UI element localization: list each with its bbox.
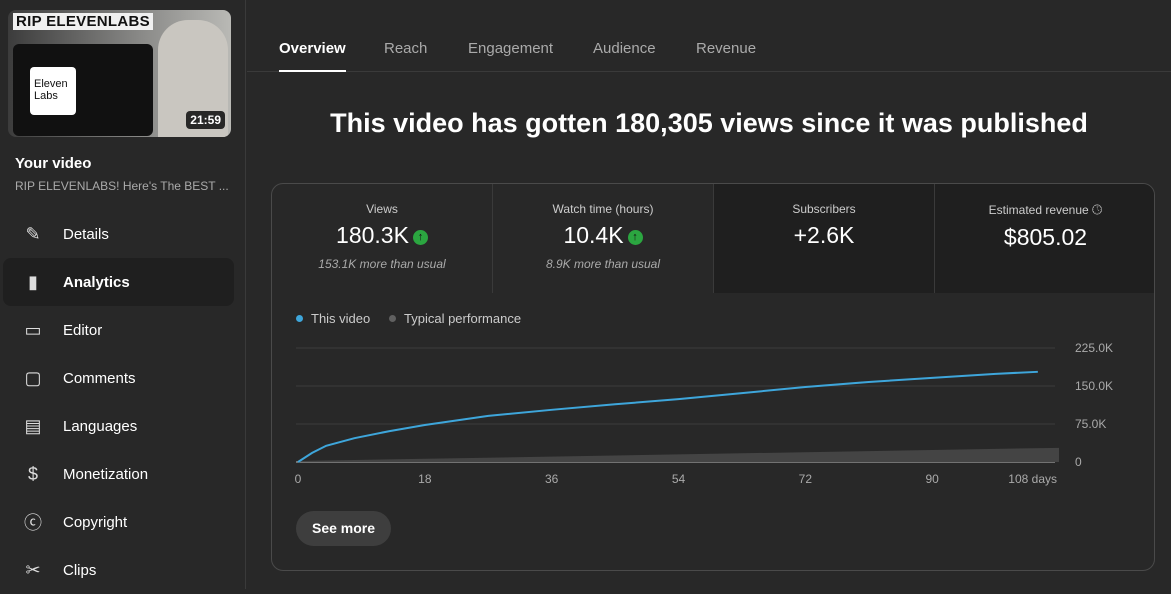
elevenlabs-logo: Eleven Labs (30, 67, 76, 115)
your-video-heading: Your video (15, 155, 92, 172)
x-tick-label: 0 (295, 472, 302, 486)
sidebar-item-monetization[interactable]: $ Monetization (3, 450, 234, 498)
sidebar-item-clips[interactable]: ✂ Clips (3, 546, 234, 594)
metric-subscribers[interactable]: Subscribers +2.6K (714, 184, 935, 293)
sidebar-item-analytics[interactable]: ▮ Analytics (3, 258, 234, 306)
x-tick-label: 54 (672, 472, 686, 486)
metric-title: Estimated revenue (988, 203, 1089, 217)
metric-title: Subscribers (792, 202, 856, 216)
tab-revenue[interactable]: Revenue (696, 40, 757, 57)
tab-overview[interactable]: Overview (279, 40, 346, 72)
arrow-up-icon: ↑ (412, 230, 428, 245)
legend-label: Typical performance (404, 311, 522, 326)
x-tick-label: 18 (418, 472, 432, 486)
y-tick-label: 225.0K (1075, 341, 1113, 355)
sidebar-item-editor[interactable]: ▭ Editor (3, 306, 234, 354)
sidebar-item-label: Comments (63, 369, 136, 387)
legend-label: This video (311, 311, 371, 326)
sidebar-item-label: Copyright (63, 513, 128, 531)
metric-views[interactable]: Views 180.3K ↑ 153.1K more than usual (272, 184, 493, 293)
video-thumbnail[interactable]: RIP ELEVENLABS Eleven Labs 21:59 (8, 10, 231, 137)
legend-typical[interactable]: Typical performance (389, 311, 521, 326)
dollar-icon: $ (27, 463, 38, 484)
sidebar-item-languages[interactable]: ▤ Languages (3, 402, 234, 450)
x-tick-label: 90 (925, 472, 939, 486)
subtitles-icon: ▤ (24, 415, 42, 436)
sidebar-item-label: Clips (63, 561, 97, 579)
sidebar-item-details[interactable]: ✎ Details (3, 210, 234, 258)
metric-title: Watch time (hours) (552, 202, 654, 216)
overview-card: Views 180.3K ↑ 153.1K more than usual Watc… (271, 183, 1155, 571)
tab-engagement[interactable]: Engagement (468, 40, 554, 57)
sidebar-item-label: Analytics (63, 273, 130, 291)
metric-estimated-revenue[interactable]: Estimated revenue 🕓︎ $805.02 (935, 184, 1154, 293)
metric-watch-time-hours[interactable]: Watch time (hours) 10.4K ↑ 8.9K more than… (493, 184, 714, 293)
legend-dot (389, 315, 396, 322)
analytics-icon: ▮ (28, 271, 38, 292)
tab-audience[interactable]: Audience (593, 40, 656, 57)
video-title: RIP ELEVENLABS! Here's The BEST ... (15, 179, 229, 193)
this-video-line (297, 370, 1038, 463)
y-tick-label: 0 (1075, 455, 1082, 469)
x-tick-label: 72 (799, 472, 813, 486)
scissors-icon: ✂ (25, 559, 41, 580)
copyright-icon: ⓒ (24, 513, 42, 533)
typical-performance-band (298, 447, 1059, 462)
metric-value: +2.6K (793, 222, 855, 248)
clock-icon: 🕓︎ (1092, 202, 1103, 217)
sidebar-item-label: Monetization (63, 465, 149, 483)
x-tick-label: 36 (545, 472, 559, 486)
x-tick-label: 108 days (1008, 472, 1057, 486)
tab-bar: Overview Reach Engagement Audience Revenue (247, 0, 1171, 72)
clapper-icon: ▭ (24, 319, 42, 340)
metric-subtext: 153.1K more than usual (318, 257, 446, 271)
see-more-button[interactable]: See more (296, 511, 392, 546)
sidebar-item-comments[interactable]: ▢ Comments (3, 354, 234, 402)
legend-dot (296, 315, 303, 322)
legend-this-video[interactable]: This video (296, 311, 370, 326)
metric-value: $805.02 (1003, 224, 1088, 250)
metric-value: 10.4K (563, 222, 624, 248)
arrow-up-icon: ↑ (627, 230, 643, 245)
sidebar-item-label: Details (63, 225, 109, 243)
pencil-icon: ✎ (25, 223, 41, 244)
views-chart: 225.0K 150.0K 75.0K 0 0 18 36 54 72 90 108 days (295, 341, 1113, 486)
y-tick-label: 150.0K (1075, 379, 1113, 393)
sidebar-item-copyright[interactable]: ⓒ Copyright (3, 498, 234, 546)
comment-icon: ▢ (24, 367, 42, 388)
sidebar: RIP ELEVENLABS Eleven Labs 21:59 Your vi… (0, 0, 246, 589)
headline: This video has gotten 180,305 views sinc… (330, 108, 1088, 138)
metric-value: 180.3K (336, 222, 409, 248)
thumbnail-title: RIP ELEVENLABS (13, 13, 153, 30)
tab-reach[interactable]: Reach (384, 40, 428, 57)
metric-subtext: 8.9K more than usual (545, 257, 661, 271)
metric-title: Views (366, 202, 398, 216)
video-duration: 21:59 (186, 111, 225, 129)
sidebar-item-label: Editor (63, 321, 103, 339)
sidebar-item-label: Languages (63, 417, 138, 435)
y-tick-label: 75.0K (1075, 417, 1106, 431)
